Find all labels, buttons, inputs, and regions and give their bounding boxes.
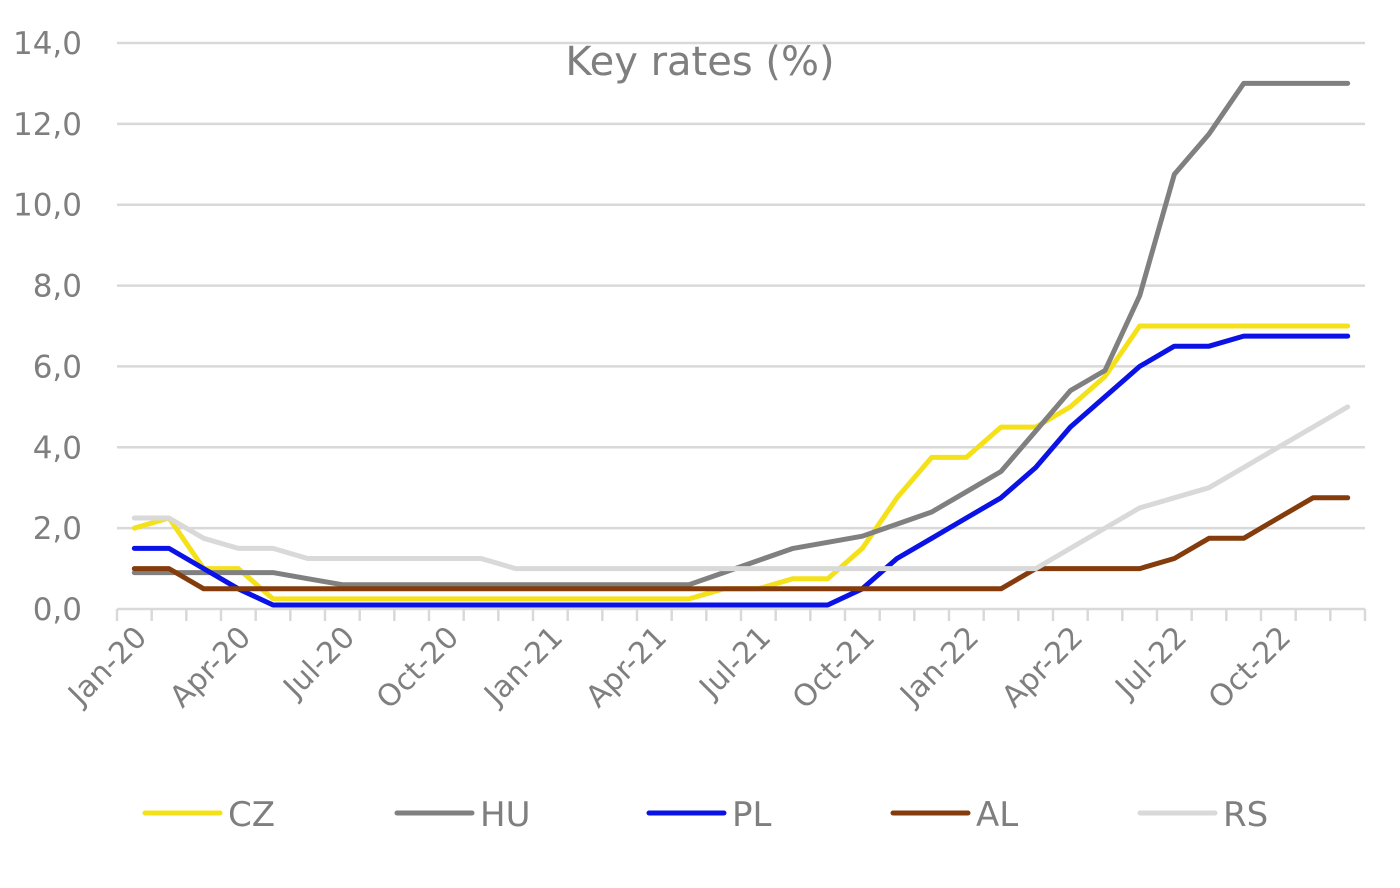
y-axis: 0,0 2,0 4,0 6,0 8,0 10,0 12,0 14,0	[13, 26, 82, 628]
y-tick-label: 8,0	[33, 269, 82, 305]
legend-label-pl: PL	[732, 795, 772, 835]
y-tick-label: 2,0	[33, 511, 82, 547]
x-tick-label: Jul-20	[276, 620, 362, 706]
x-tick-label: Apr-22	[995, 620, 1090, 715]
y-tick-label: 14,0	[13, 26, 82, 62]
legend-label-al: AL	[976, 795, 1018, 835]
x-axis: Jan-20 Apr-20 Jul-20 Oct-20 Jan-21 Apr-21 Jul-…	[60, 607, 1367, 716]
x-tick-label: Oct-22	[1202, 620, 1298, 716]
chart-title: Key rates (%)	[565, 39, 834, 85]
series-line-al	[131, 495, 1351, 592]
x-tick-label: Oct-20	[370, 620, 466, 716]
series-line-rs	[131, 404, 1351, 572]
x-tick-label: Apr-21	[579, 620, 674, 715]
legend-label-rs: RS	[1223, 795, 1268, 835]
y-tick-label: 0,0	[33, 592, 82, 628]
y-tick-label: 12,0	[13, 107, 82, 143]
x-tick-label: Jul-21	[692, 620, 778, 706]
x-tick-label: Jul-22	[1108, 620, 1194, 706]
gridlines	[117, 41, 1365, 530]
x-tick-label: Jan-22	[892, 620, 986, 714]
series-lines	[131, 80, 1351, 608]
legend: CZ HU PL AL RS	[142, 795, 1268, 835]
legend-label-cz: CZ	[228, 795, 275, 835]
y-tick-label: 4,0	[33, 430, 82, 466]
x-tick-label: Jan-20	[60, 620, 154, 714]
x-tick-label: Apr-20	[163, 620, 258, 715]
legend-label-hu: HU	[480, 795, 530, 835]
y-tick-label: 10,0	[13, 188, 82, 224]
x-tick-label: Oct-21	[786, 620, 882, 716]
series-line-pl	[131, 333, 1351, 608]
y-tick-label: 6,0	[33, 349, 82, 385]
series-line-hu	[131, 80, 1351, 588]
x-tick-label: Jan-21	[476, 620, 570, 714]
